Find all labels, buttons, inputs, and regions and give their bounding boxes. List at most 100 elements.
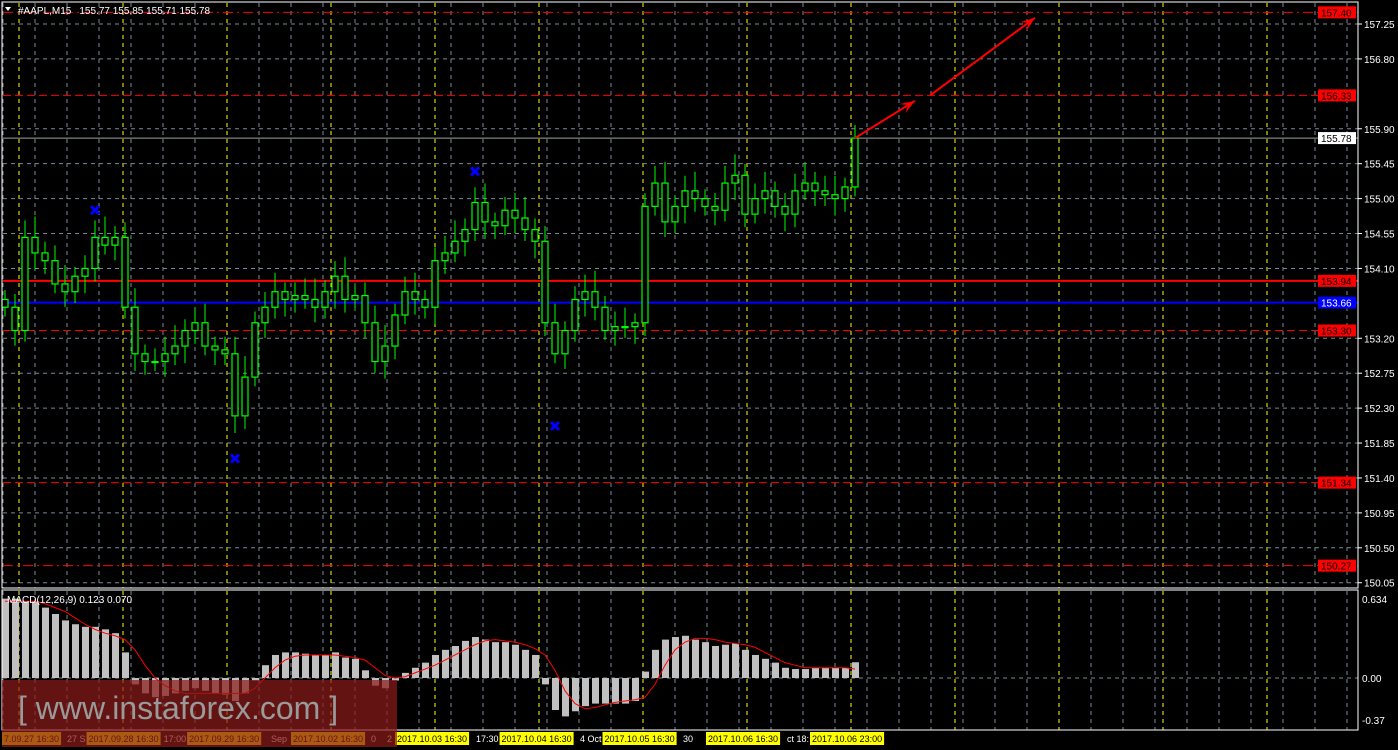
candle-body — [81, 267, 89, 277]
macd-bar — [732, 643, 739, 678]
candle-body — [681, 190, 689, 207]
cross-marker-icon — [89, 205, 101, 216]
time-label-box — [499, 732, 574, 745]
candle-body — [111, 236, 119, 246]
macd-bar — [702, 642, 709, 678]
macd-bar — [22, 601, 29, 678]
time-label-box — [395, 732, 470, 745]
macd-bar — [562, 678, 569, 717]
price-tick-label: 151.40 — [1364, 474, 1395, 485]
symbol-label: #AAPL,M15 — [18, 6, 72, 17]
candle-body — [131, 306, 139, 355]
time-label-box — [602, 732, 677, 745]
candle-body — [231, 353, 239, 417]
candle-body — [61, 283, 69, 293]
candle-body — [481, 201, 489, 223]
cross-marker-icon — [549, 420, 561, 432]
macd-bar — [792, 669, 799, 678]
candle-body — [731, 174, 739, 184]
candle-body — [701, 198, 709, 207]
price-tick-label: 150.05 — [1364, 579, 1395, 590]
level-label-box — [1318, 476, 1356, 489]
candle-body — [451, 240, 459, 254]
time-label: 2017.10.06 23:00 — [812, 734, 882, 744]
macd-bar — [252, 678, 259, 681]
time-label: 30 — [683, 734, 693, 744]
level-label: 156.33 — [1321, 91, 1352, 102]
watermark-text: [ www.instaforex.com ] — [18, 690, 338, 726]
macd-bar — [812, 667, 819, 678]
macd-panel-frame — [1, 589, 1359, 731]
candle-body — [651, 182, 659, 207]
candle-body — [101, 236, 109, 246]
macd-bar — [532, 654, 539, 678]
candle-body — [801, 182, 809, 192]
candle-body — [261, 306, 269, 324]
level-label-box — [1318, 296, 1356, 309]
macd-tick-label: 0.634 — [1362, 595, 1387, 606]
candle-body — [561, 329, 569, 355]
macd-bar — [642, 671, 649, 678]
level-label-box — [1318, 324, 1356, 337]
candle-body — [721, 182, 729, 211]
macd-bar — [762, 658, 769, 678]
candle-body — [251, 322, 259, 378]
macd-bar — [362, 670, 369, 678]
dropdown-triangle-icon[interactable] — [5, 7, 11, 11]
level-label-box — [1318, 6, 1356, 19]
candle-body — [361, 295, 369, 324]
macd-bar — [512, 644, 519, 678]
level-label-box — [1318, 559, 1356, 572]
candle-body — [341, 275, 349, 301]
candle-body — [121, 236, 129, 308]
candle-body — [351, 295, 359, 301]
candle-body — [291, 295, 299, 301]
macd-bar — [452, 646, 459, 678]
level-label: 153.66 — [1321, 299, 1352, 310]
candle-body — [611, 326, 619, 332]
candle-body — [501, 209, 509, 227]
candle-body — [441, 252, 449, 262]
macd-bar — [432, 654, 439, 678]
candle-body — [511, 209, 519, 219]
candle-body — [41, 252, 49, 262]
candle-body — [741, 174, 749, 215]
macd-label: MACD(12,26,9) 0.123 0.070 — [7, 595, 133, 606]
macd-bar — [662, 639, 669, 678]
time-label: 2017.10.05 16:30 — [605, 734, 675, 744]
price-tick-label: 150.95 — [1364, 509, 1395, 520]
macd-bar — [32, 601, 39, 678]
macd-bar — [682, 635, 689, 678]
macd-bar — [352, 658, 359, 678]
candle-body — [21, 236, 29, 332]
candle-body — [191, 322, 199, 332]
macd-bar — [572, 678, 579, 712]
macd-bar — [552, 678, 559, 710]
price-tick-label: 154.55 — [1364, 230, 1395, 241]
candle-body — [621, 326, 629, 329]
candle-body — [321, 291, 329, 308]
candle-body — [1, 298, 9, 308]
price-tick-label: 153.20 — [1364, 334, 1395, 345]
candle-body — [671, 205, 679, 223]
candle-body — [241, 376, 249, 417]
macd-bar — [522, 649, 529, 678]
macd-tick-label: -0.37 — [1362, 716, 1385, 727]
macd-bar — [842, 667, 849, 678]
candle-body — [601, 306, 609, 332]
macd-bar — [332, 652, 339, 678]
candle-body — [11, 306, 19, 332]
macd-bar — [402, 672, 409, 678]
price-tick-label: 155.45 — [1364, 160, 1395, 171]
macd-bar — [272, 654, 279, 678]
candle-body — [31, 236, 39, 254]
time-label-box — [706, 732, 781, 745]
price-tick-label: 157.25 — [1364, 20, 1395, 31]
candle-body — [391, 314, 399, 347]
candle-body — [411, 291, 419, 301]
candle-body — [401, 291, 409, 316]
candle-body — [841, 186, 849, 200]
time-label: 2017.10.06 16:30 — [708, 734, 778, 744]
candle-body — [51, 260, 59, 285]
